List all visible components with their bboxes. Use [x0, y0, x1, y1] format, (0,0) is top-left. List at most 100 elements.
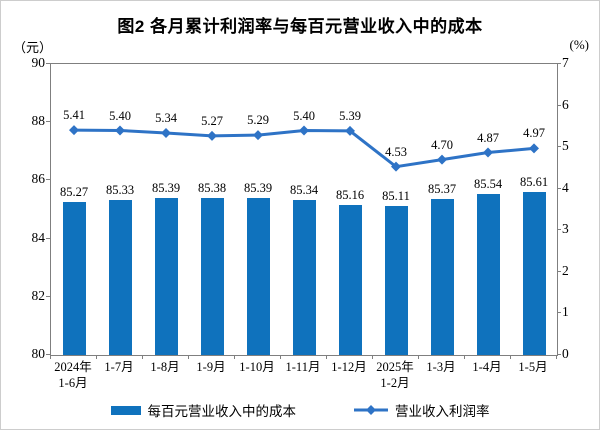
right-axis-tick-label: 5: [562, 138, 569, 154]
line-value-label: 5.29: [247, 113, 269, 128]
line-value-label: 4.87: [477, 130, 499, 145]
line-value-label: 4.97: [523, 126, 545, 141]
line-marker-diamond: [529, 143, 539, 154]
right-axis-tickmark: [557, 146, 561, 148]
right-axis-tick-label: 1: [562, 304, 569, 320]
bar: [476, 193, 500, 355]
bar-value-label: 85.39: [151, 181, 181, 196]
bar: [62, 201, 86, 355]
right-axis-tickmark: [557, 104, 561, 106]
left-axis-tickmark: [46, 295, 50, 297]
bar-value-label: 85.39: [243, 181, 273, 196]
legend-line-icon: [354, 405, 388, 415]
line-marker-diamond: [253, 130, 263, 141]
bar: [522, 191, 546, 355]
x-axis-labels: 2024年 1-6月 1-7月 1-8月 1-9月 1-10月 1-11月 1-12月 202…: [50, 359, 556, 395]
line-marker-diamond: [437, 154, 447, 165]
line-marker-diamond: [207, 130, 217, 141]
line-marker-diamond: [391, 161, 401, 172]
bar: [384, 206, 408, 355]
profit-margin-line: [69, 125, 539, 172]
line-marker-diamond: [299, 125, 309, 136]
plot-area: 85.27 85.33 85.39 85.38 85.39 85.34 85.16 85.11…: [50, 63, 558, 356]
line-marker-diamond: [161, 128, 171, 139]
bar-value-label: 85.54: [473, 176, 503, 191]
left-axis-tickmark: [46, 237, 50, 239]
left-axis-tick-label: 90: [31, 55, 46, 70]
right-axis-tickmark: [557, 312, 561, 314]
left-axis-tick-label: 84: [31, 229, 46, 245]
left-axis-tickmark: [46, 121, 50, 123]
right-axis-tick-label: 4: [562, 179, 569, 195]
bar-value-label: 85.33: [105, 182, 135, 197]
bar: [108, 199, 132, 355]
x-axis-category-label: 2025年 1-2月: [376, 360, 414, 390]
line-value-label: 5.27: [201, 113, 223, 128]
left-axis-tick-label: 80: [31, 346, 46, 361]
x-axis-tickmark: [464, 355, 465, 359]
right-axis-tick-label: 7: [562, 55, 569, 70]
x-axis-tickmark: [510, 355, 511, 359]
left-axis-unit: （元）: [13, 40, 53, 55]
line-marker-diamond: [483, 147, 493, 158]
x-axis-tickmark: [556, 355, 557, 359]
right-axis-tickmark: [557, 229, 561, 231]
bar: [154, 198, 178, 355]
bar-value-label: 85.11: [382, 189, 410, 204]
left-axis-tickmark: [46, 63, 50, 64]
line-marker-diamond: [69, 125, 79, 136]
line-value-label: 5.40: [109, 108, 131, 123]
bar: [430, 198, 454, 355]
left-axis-tickmark: [46, 354, 50, 355]
line-marker-diamond: [115, 125, 125, 136]
bar-series-swatch: [110, 405, 141, 415]
bar-value-label: 85.38: [197, 181, 227, 196]
line-value-label: 4.70: [431, 137, 453, 152]
right-axis-tickmark: [557, 270, 561, 272]
left-axis-tick-label: 88: [31, 113, 46, 129]
x-axis-category-label: 1-11月: [285, 360, 321, 374]
right-axis-tickmark: [557, 354, 561, 355]
x-axis-category-label: 1-5月: [518, 360, 548, 374]
x-axis-tickmark: [188, 355, 189, 359]
x-axis-tickmark: [96, 355, 97, 359]
x-axis-category-label: 1-12月: [331, 360, 367, 374]
x-axis-tickmark: [234, 355, 235, 359]
line-value-label: 5.39: [339, 108, 361, 123]
bar: [200, 198, 224, 355]
legend: 每百元营业收入中的成本 营业收入利润率: [1, 400, 599, 420]
right-axis-tickmark: [557, 187, 561, 189]
x-axis-category-label: 1-3月: [426, 360, 456, 374]
line-value-label: 5.34: [155, 111, 177, 125]
chart-title: 图2 各月累计利润率与每百元营业收入中的成本: [117, 17, 483, 36]
right-axis-tick-label: 2: [562, 262, 569, 278]
line-value-label: 5.40: [293, 108, 315, 123]
bar: [292, 199, 316, 355]
legend-label-profit-margin: 营业收入利润率: [395, 404, 490, 419]
legend-label-cost: 每百元营业收入中的成本: [147, 404, 297, 419]
bar-value-label: 85.16: [335, 187, 365, 202]
x-axis-tickmark: [418, 355, 419, 359]
x-axis-category-label: 1-8月: [150, 360, 180, 374]
x-axis-category-label: 1-4月: [472, 360, 502, 374]
right-axis-unit: (%): [569, 37, 590, 52]
right-axis-tickmark: [557, 63, 561, 64]
right-axis-tick-label: 0: [562, 346, 569, 361]
left-axis-tick-label: 86: [31, 171, 46, 187]
legend-item-cost: 每百元营业收入中的成本: [110, 400, 297, 420]
x-axis-category-label: 1-10月: [239, 360, 275, 374]
left-axis-tickmark: [46, 179, 50, 181]
x-axis-category-label: 1-7月: [104, 360, 134, 374]
bar: [246, 198, 270, 355]
x-axis-tickmark: [280, 355, 281, 359]
line-value-label: 4.53: [385, 144, 407, 159]
x-axis-tickmark: [372, 355, 373, 359]
x-axis-tickmark: [50, 355, 51, 359]
left-axis-tick-label: 82: [31, 287, 46, 303]
bar: [338, 204, 362, 355]
line-series-swatch: [354, 404, 388, 416]
bar-value-label: 85.61: [519, 174, 549, 189]
line-value-label: 5.41: [63, 108, 85, 123]
x-axis-tickmark: [326, 355, 327, 359]
